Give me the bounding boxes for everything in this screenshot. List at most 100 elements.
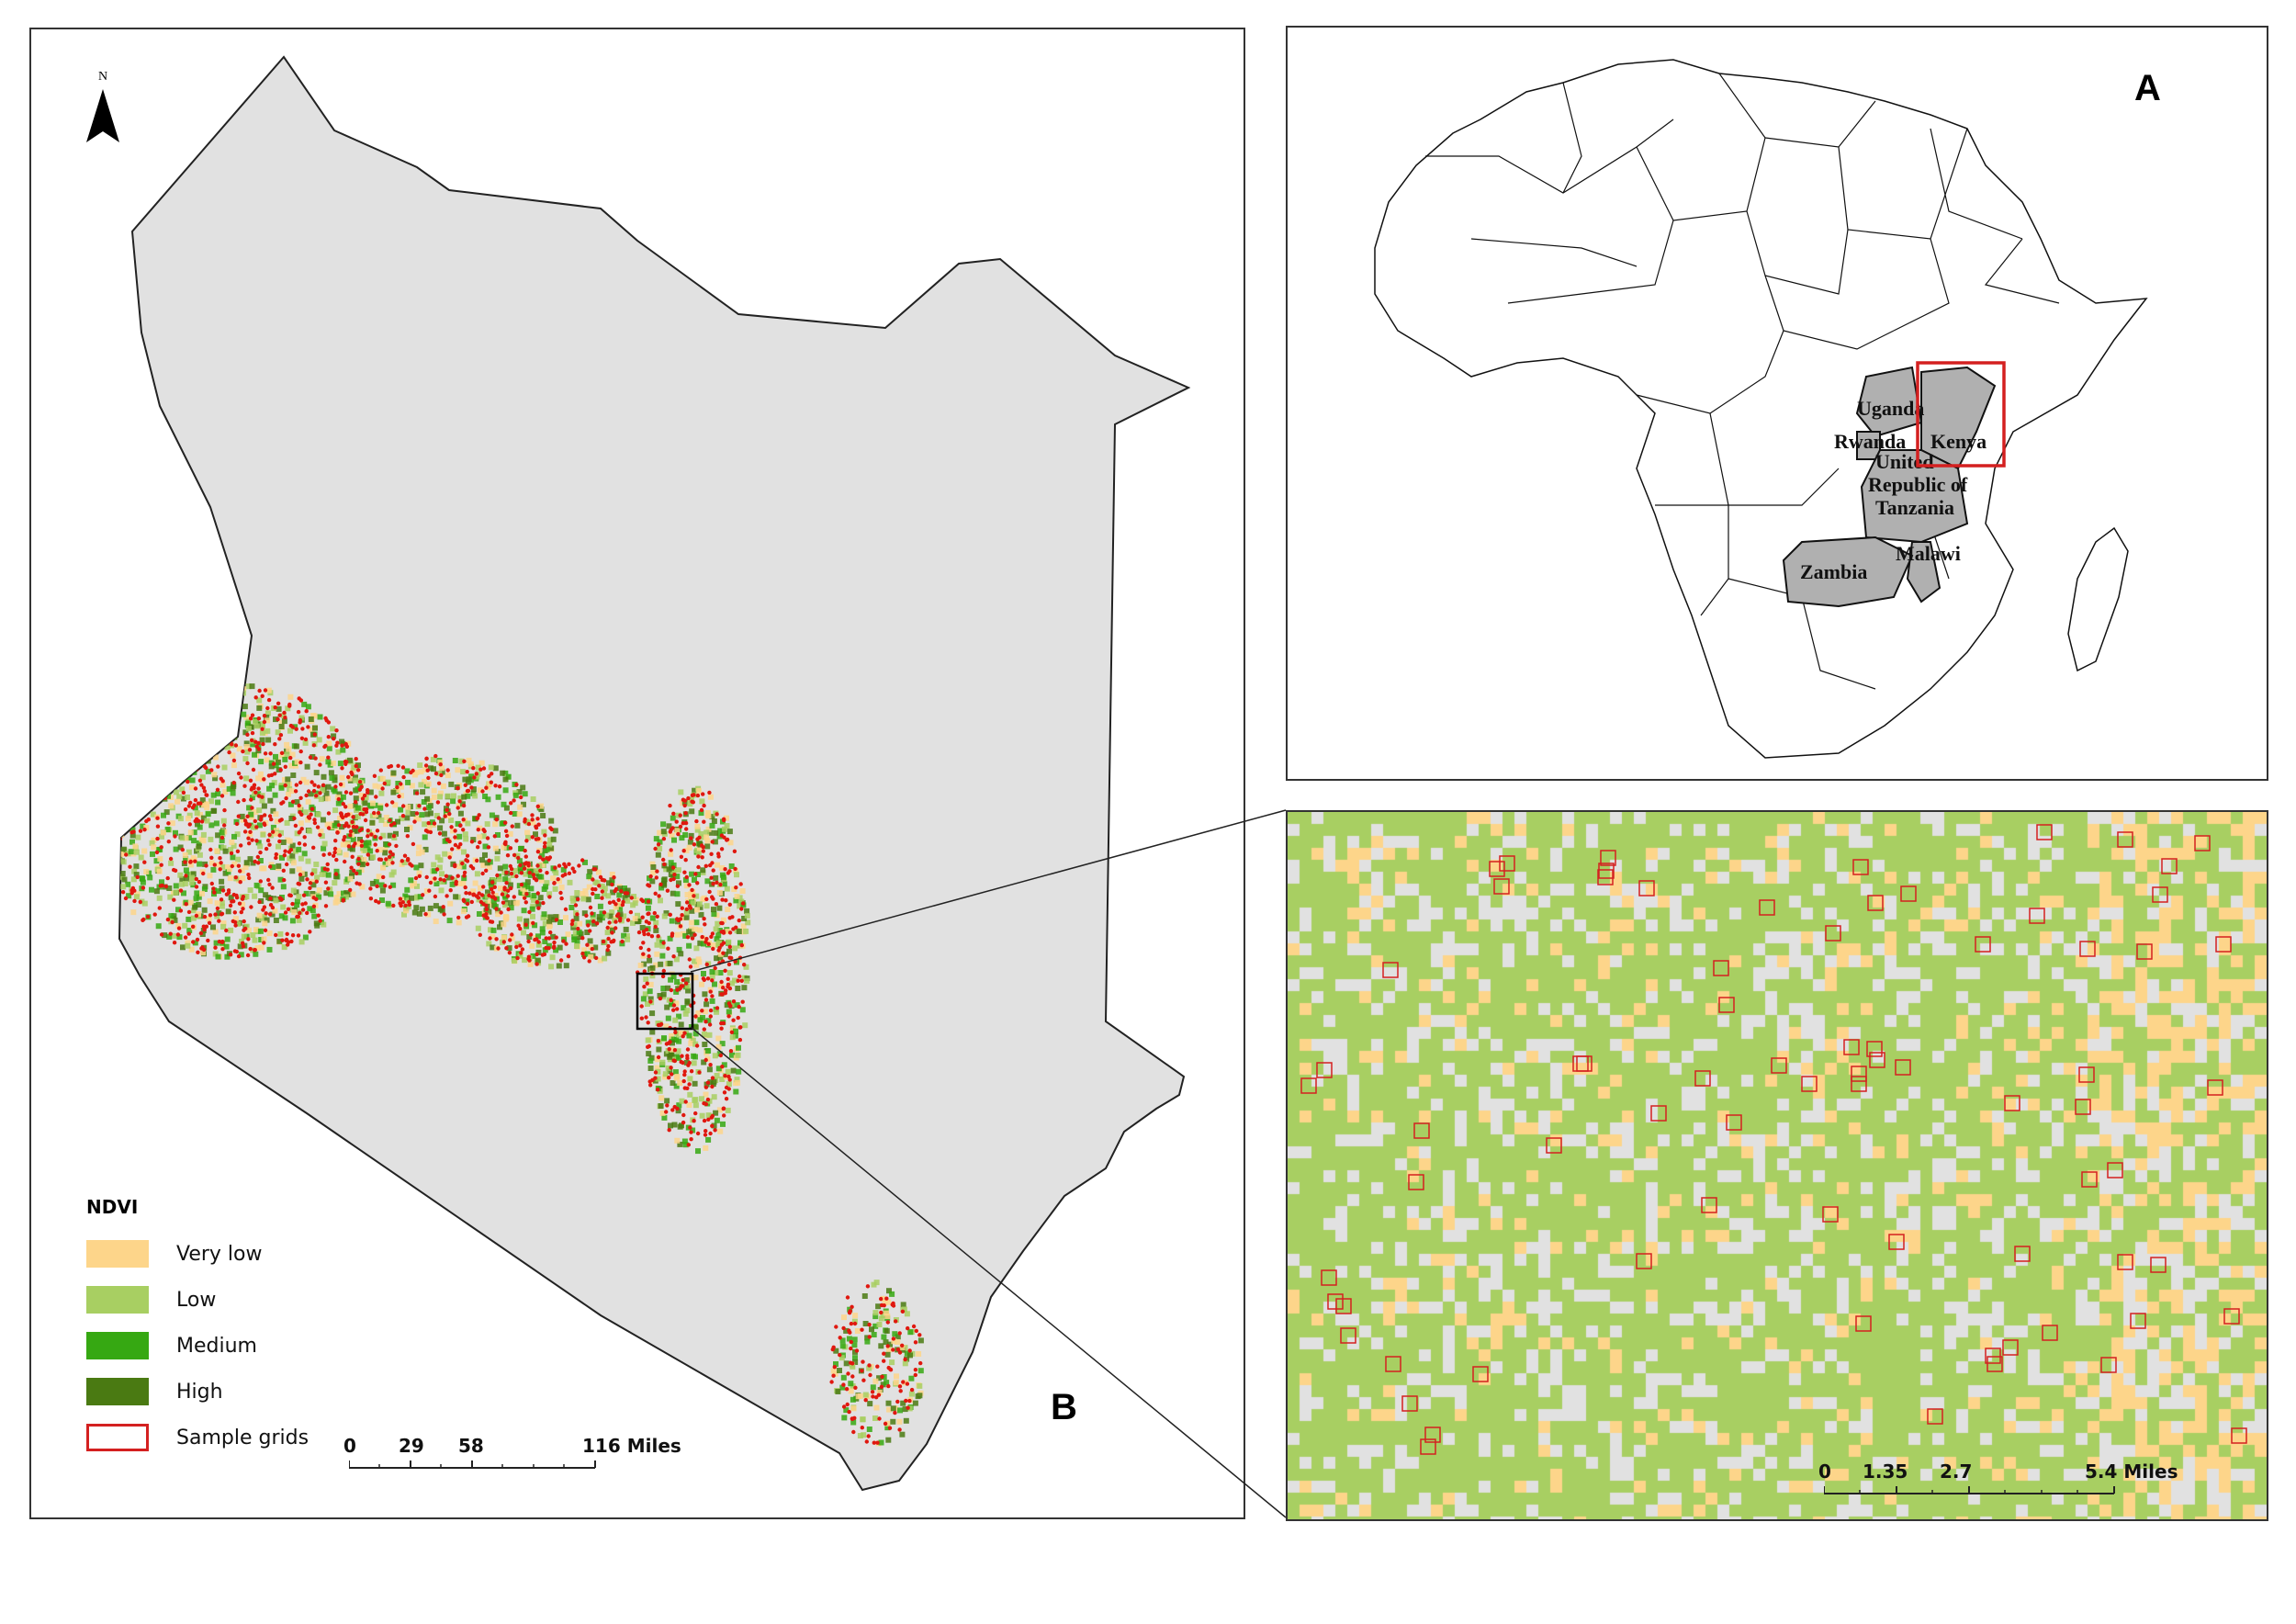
sample-point: [258, 879, 263, 884]
sample-point: [260, 694, 264, 698]
ndvi-cell: [253, 927, 259, 932]
sample-point: [527, 909, 532, 915]
sample-point: [215, 701, 220, 705]
ndvi-cell: [234, 831, 241, 838]
sample-grid-square: [2079, 941, 2096, 957]
ndvi-cell: [187, 862, 194, 868]
sample-point: [155, 816, 160, 820]
sample-point: [675, 1007, 680, 1011]
sample-point: [267, 882, 272, 887]
ndvi-cell: [143, 869, 150, 874]
sample-point: [276, 701, 281, 705]
ndvi-cell: [550, 933, 557, 940]
ndvi-cell: [692, 1080, 698, 1087]
ndvi-cell: [433, 903, 439, 909]
sample-point: [307, 816, 312, 820]
sample-point: [723, 1074, 727, 1078]
ndvi-cell: [647, 996, 654, 1002]
sample-point: [346, 844, 352, 849]
ndvi-cell: [670, 999, 676, 1006]
ndvi-cell: [872, 1378, 879, 1384]
sample-point: [197, 879, 202, 885]
ndvi-cell: [742, 1022, 748, 1029]
ndvi-cell: [108, 810, 114, 816]
sample-point: [731, 1018, 736, 1022]
sample-point: [252, 785, 256, 791]
sample-point: [679, 854, 684, 859]
sample-point: [254, 839, 259, 843]
sample-point: [322, 866, 327, 872]
sample-point: [710, 1084, 715, 1089]
sample-point: [388, 823, 394, 828]
sample-point: [490, 919, 495, 924]
ndvi-cell: [474, 773, 480, 780]
ndvi-cell: [183, 835, 189, 841]
ndvi-cell: [431, 862, 437, 868]
ndvi-cell: [258, 887, 264, 894]
sample-point: [248, 778, 253, 783]
ndvi-cell: [287, 727, 293, 734]
ndvi-cell: [463, 836, 469, 842]
ndvi-cell: [230, 854, 236, 861]
sample-point: [227, 750, 231, 755]
ndvi-cell: [205, 768, 211, 774]
ndvi-cell: [157, 846, 163, 852]
sample-point: [283, 849, 287, 853]
ndvi-cell: [353, 774, 358, 781]
sample-point: [411, 841, 416, 847]
sample-grid-square: [1867, 895, 1884, 911]
ndvi-cell: [717, 970, 724, 976]
ndvi-cell: [219, 838, 225, 844]
ndvi-cell: [588, 953, 594, 960]
sample-point: [411, 768, 415, 773]
sample-point: [505, 894, 511, 898]
sample-point: [702, 917, 706, 921]
ndvi-cell: [264, 710, 271, 716]
sample-point: [215, 906, 220, 911]
sample-point: [158, 884, 163, 888]
sample-point: [300, 908, 306, 912]
label-rwanda: Rwanda: [1834, 430, 1906, 453]
ndvi-cell: [150, 811, 156, 818]
sample-point: [456, 874, 460, 878]
sample-point: [313, 756, 318, 761]
ndvi-cell: [699, 1096, 704, 1102]
ndvi-cell: [440, 783, 446, 789]
ndvi-cell: [617, 901, 623, 908]
ndvi-cell: [310, 908, 316, 914]
ndvi-cell: [361, 856, 367, 863]
sample-point: [266, 773, 272, 778]
ndvi-cell: [125, 804, 131, 810]
sample-point: [847, 1328, 851, 1333]
scale-tick-label: 58: [458, 1435, 484, 1457]
ndvi-cell: [176, 934, 183, 941]
sample-point: [191, 924, 196, 929]
sample-point: [844, 1387, 850, 1392]
sample-point: [737, 974, 742, 979]
ndvi-cell: [123, 791, 129, 797]
ndvi-cell: [666, 823, 672, 829]
ndvi-cell: [235, 920, 242, 927]
ndvi-cell: [119, 785, 120, 792]
ndvi-cell: [594, 894, 601, 899]
ndvi-cell: [205, 700, 211, 706]
sample-point: [533, 937, 537, 942]
ndvi-cell: [520, 784, 526, 791]
ndvi-cell: [186, 739, 193, 746]
ndvi-cell: [726, 939, 732, 945]
sample-point: [733, 959, 737, 964]
label-tanzania-line1: United: [1875, 450, 1934, 473]
sample-point: [456, 785, 460, 791]
sample-point: [163, 755, 167, 761]
sample-point: [314, 879, 319, 884]
sample-point: [194, 885, 199, 889]
ndvi-cell: [289, 852, 296, 859]
ndvi-cell: [427, 905, 433, 911]
sample-point: [236, 863, 242, 868]
ndvi-cell: [258, 937, 264, 942]
sample-point: [168, 785, 174, 790]
ndvi-cell: [661, 1035, 667, 1042]
ndvi-cell: [689, 808, 695, 815]
legend-label-medium: Medium: [176, 1334, 257, 1358]
sample-point: [552, 940, 557, 945]
